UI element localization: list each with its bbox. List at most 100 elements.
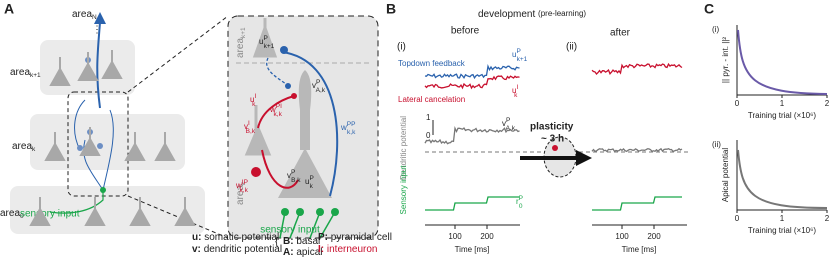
axis-label: || pyr. - int. ||² (721, 37, 730, 83)
symbol: v (244, 122, 248, 131)
title: development (478, 9, 535, 20)
synapse (251, 167, 261, 177)
superscript: I (248, 120, 250, 127)
axis-label: Time [ms] (622, 245, 657, 254)
condition: after (610, 28, 631, 39)
superscript: P (309, 175, 313, 182)
legend-item: v: dendritic potential (192, 244, 282, 255)
legend-text: apical (296, 247, 322, 258)
neuron (252, 18, 278, 58)
synapse (97, 143, 103, 149)
weight-label: wPP k,k (340, 121, 356, 136)
arrow-head (576, 150, 592, 166)
superscript: P (291, 169, 295, 176)
arrow-head (94, 12, 106, 24)
axis-label: Training trial (×10⁶) (748, 226, 816, 235)
symbol: area (10, 67, 30, 78)
neuron (49, 57, 71, 86)
condition: before (451, 26, 480, 37)
subscript: B,k (246, 128, 256, 135)
subtitle: (pre-learning) (538, 9, 586, 18)
panel-letter: B (386, 1, 396, 17)
symbol: area (72, 9, 92, 20)
symbol: area (235, 38, 246, 58)
brace: { (275, 237, 279, 248)
symbol: r (516, 197, 519, 206)
symbol: area (12, 141, 32, 152)
neuron (77, 52, 99, 81)
sub-label: (i) (397, 42, 406, 53)
legend-text: dendritic potential (204, 244, 282, 255)
synapse (316, 208, 324, 216)
symbol: w (340, 123, 347, 132)
synapse (291, 93, 297, 99)
legend-item: P: pyramidal cell (318, 232, 392, 243)
subscript: k (310, 183, 314, 190)
axon (96, 21, 101, 109)
time-axis (425, 224, 687, 229)
axis-label: Dendritic potential (399, 116, 408, 180)
panel-letter: A (4, 1, 14, 17)
neuron (44, 132, 66, 161)
variable-label: vP A,k (312, 79, 326, 94)
legend-key: P: (318, 232, 328, 243)
input-label: sensory input (20, 209, 80, 220)
superscript: P (263, 35, 267, 42)
subscript: N (92, 14, 97, 21)
symbol: u (259, 37, 263, 46)
trace (591, 62, 683, 76)
subscript: k+1 (30, 72, 41, 79)
subscript: 0 (519, 203, 523, 210)
zoom-line (127, 15, 229, 93)
symbol: v (312, 81, 316, 90)
symbol: w (235, 181, 242, 190)
variable-label: rP 0 (516, 195, 523, 210)
sub-label: (ii) (566, 42, 577, 53)
legend-text: pyramidal cell (331, 232, 392, 243)
legend-key: I: (318, 244, 324, 255)
subscript: A,k (506, 125, 516, 132)
synapse (280, 46, 288, 54)
neuron (79, 127, 101, 156)
trace (424, 75, 520, 90)
x-tick-label: 200 (647, 232, 661, 241)
symbol: area (0, 208, 20, 219)
axis-label: Training trial (×10⁶) (748, 111, 816, 120)
trace (424, 125, 520, 145)
weight-label: wIP k,k (235, 179, 249, 194)
superscript: IP (242, 179, 248, 186)
area-label: area0 (0, 208, 24, 220)
x-tick-label: 0 (735, 214, 740, 223)
subscript: k+1 (240, 27, 247, 38)
curve (737, 29, 828, 95)
sub-label: (ii) (712, 140, 721, 149)
subscript: k (514, 92, 518, 99)
subscript: k,k (240, 187, 249, 194)
synapse (331, 208, 339, 216)
symbol: v (502, 119, 506, 128)
synapse (77, 145, 83, 151)
symbol: u (512, 86, 516, 95)
superscript: P (516, 48, 520, 55)
input-line (279, 211, 336, 239)
subscript: 0 (20, 213, 24, 220)
variable-label: vP B,k (287, 169, 301, 184)
input-label: sensory input (260, 225, 320, 236)
subscript: k (240, 181, 247, 185)
scale-label: 0 (426, 131, 431, 140)
trace-label: Topdown feedback (398, 59, 466, 68)
x-tick-label: 100 (615, 232, 629, 241)
subscript: k (32, 146, 36, 153)
synapse (285, 83, 291, 89)
neuron (84, 197, 106, 226)
x-tick-label: 2 (825, 99, 830, 108)
variable-label: uP k+1 (512, 48, 528, 63)
legend-item: A: apical (283, 247, 322, 258)
axon (281, 51, 339, 197)
variable-label: uP k+1 (259, 35, 275, 50)
neuron (29, 197, 51, 226)
ellipsis: ⋮ (92, 25, 102, 36)
axis-label: Apical potential (721, 148, 730, 202)
trace (424, 64, 520, 80)
symbol: u (305, 177, 309, 186)
